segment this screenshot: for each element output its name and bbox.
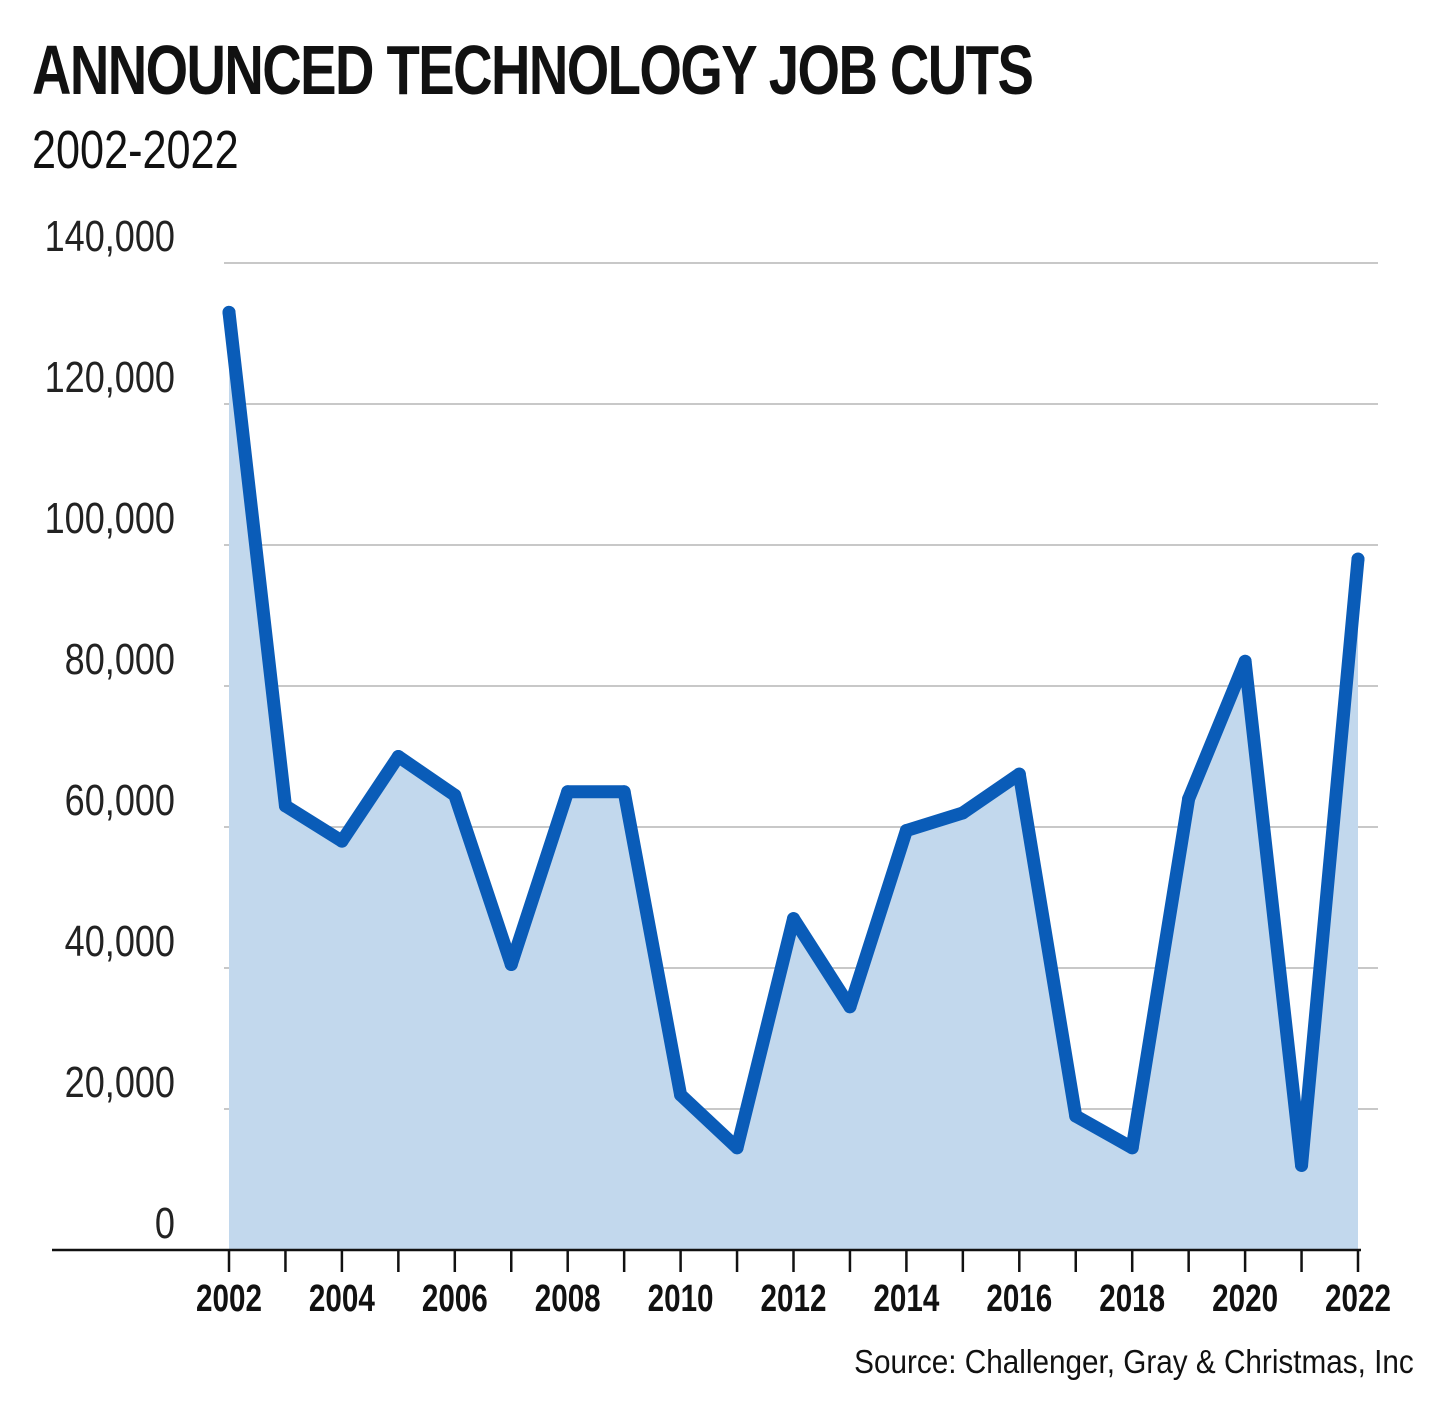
data-point <box>504 957 518 971</box>
data-point <box>899 824 913 838</box>
data-point <box>222 305 236 319</box>
data-point <box>561 785 575 799</box>
x-tick-label: 2004 <box>309 1278 375 1320</box>
data-point <box>843 1000 857 1014</box>
y-tick-label: 20,000 <box>65 1058 175 1107</box>
x-tick-label: 2006 <box>422 1278 488 1320</box>
x-tick-label: 2010 <box>648 1278 714 1320</box>
data-point <box>1182 792 1196 806</box>
data-point <box>1125 1141 1139 1155</box>
series-line-layer <box>222 305 1365 1172</box>
data-point <box>787 912 800 926</box>
data-point <box>674 1088 688 1102</box>
y-tick-label: 0 <box>155 1199 175 1248</box>
x-axis <box>52 1248 1361 1272</box>
data-point <box>1351 552 1365 566</box>
data-point <box>1069 1109 1083 1123</box>
chart-subtitle: 2002-2022 <box>32 120 239 180</box>
x-tick-label: 2018 <box>1099 1278 1165 1320</box>
x-tick-label: 2016 <box>986 1278 1052 1320</box>
data-point <box>956 806 970 820</box>
data-point <box>335 834 349 848</box>
area-fill-layer <box>229 312 1358 1251</box>
chart-title: ANNOUNCED TECHNOLOGY JOB CUTS <box>32 31 1034 109</box>
source-note: Source: Challenger, Gray & Christmas, In… <box>854 1343 1414 1380</box>
x-tick-label: 2020 <box>1212 1278 1278 1320</box>
data-point <box>730 1141 744 1155</box>
y-tick-label: 120,000 <box>45 353 175 402</box>
y-tick-labels: 0 20,000 40,000 60,000 80,000 100,000 120,000 1… <box>45 212 175 1248</box>
x-tick-labels: 2002 2004 2006 2008 2010 2012 2014 2016 2018 2020… <box>196 1278 1391 1320</box>
data-point <box>1012 767 1026 781</box>
y-tick-label: 100,000 <box>45 494 175 543</box>
y-tick-label: 80,000 <box>65 635 175 684</box>
x-tick-label: 2014 <box>873 1278 939 1320</box>
x-tick-label: 2008 <box>535 1278 601 1320</box>
area-fill <box>229 312 1358 1251</box>
x-tick-label: 2012 <box>761 1278 827 1320</box>
y-tick-label: 40,000 <box>65 917 175 966</box>
data-point <box>448 788 462 802</box>
data-point <box>617 785 631 799</box>
y-tick-label: 60,000 <box>65 776 175 825</box>
data-point <box>1295 1158 1309 1172</box>
x-tick-label: 2002 <box>196 1278 262 1320</box>
x-tick-label: 2022 <box>1325 1278 1391 1320</box>
data-point <box>1238 654 1252 668</box>
data-point <box>278 799 292 813</box>
data-point <box>391 750 405 763</box>
y-tick-label: 140,000 <box>45 212 175 261</box>
